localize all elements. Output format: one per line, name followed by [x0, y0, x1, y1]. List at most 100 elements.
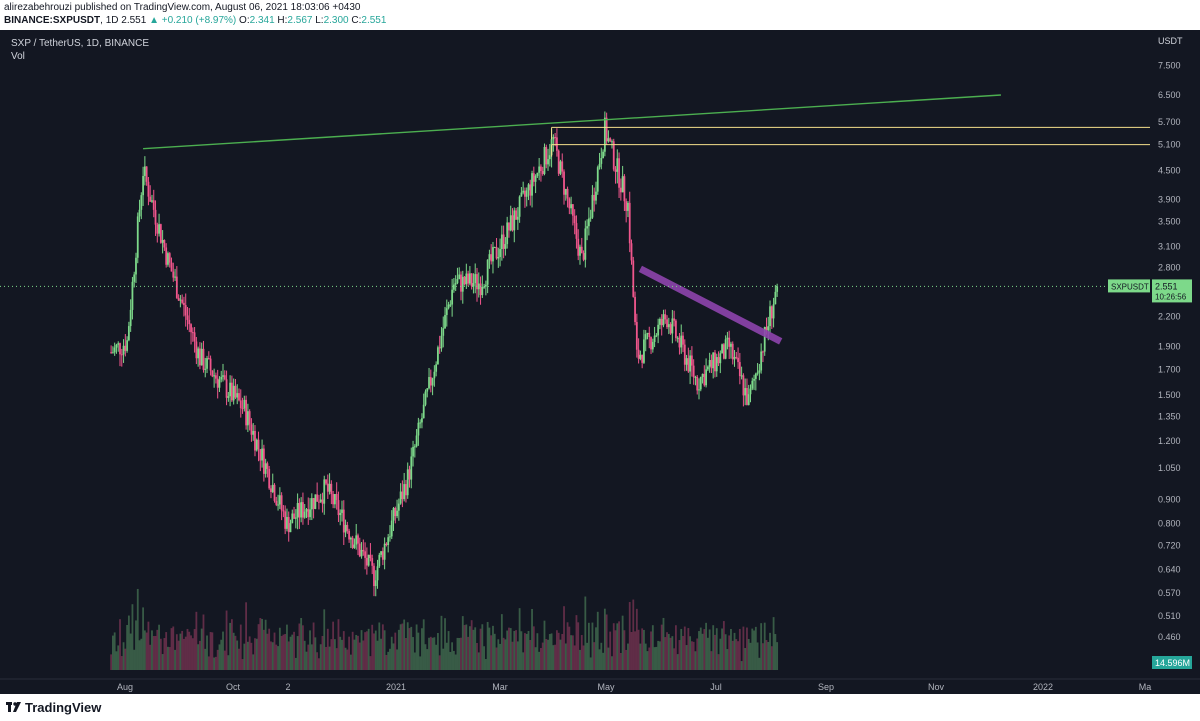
trendline[interactable]: [143, 94, 1001, 150]
price-badge-bg: [1152, 279, 1192, 303]
candle: [161, 230, 164, 254]
candle: [738, 352, 741, 385]
volume-bar: [389, 648, 391, 670]
candle: [181, 294, 184, 305]
volume-bar: [124, 648, 127, 670]
volume-bar: [568, 626, 571, 670]
candle: [286, 508, 288, 532]
series-legend[interactable]: SXP / TetherUS, 1D, BINANCE: [11, 38, 150, 49]
candle: [238, 388, 240, 402]
volume-bar: [628, 602, 631, 670]
volume-bar: [754, 626, 757, 670]
candle: [357, 533, 359, 556]
volume-bar: [651, 625, 654, 670]
volume-bar: [362, 640, 365, 670]
volume-bar: [188, 631, 191, 670]
volume-bar: [461, 616, 464, 670]
candle: [380, 551, 382, 558]
candle: [522, 181, 525, 195]
candle: [754, 372, 757, 391]
candle: [259, 449, 262, 472]
volume-bar: [634, 631, 636, 670]
candle: [275, 496, 278, 507]
volume-bar: [618, 621, 620, 670]
currency-label: USDT: [1158, 36, 1183, 46]
volume-bar: [646, 651, 649, 670]
price-badge: 2.551: [1155, 281, 1178, 291]
volume-bar: [179, 633, 182, 670]
volume-bar: [735, 639, 738, 670]
candle: [138, 199, 141, 223]
candle: [529, 179, 532, 206]
volume-legend[interactable]: Vol: [11, 51, 25, 62]
volume-bar: [113, 632, 116, 670]
price-tick: 2.800: [1158, 262, 1181, 272]
candle: [207, 351, 210, 360]
candle: [252, 423, 255, 441]
volume-bar: [614, 630, 617, 670]
candle: [387, 533, 390, 553]
volume-bar: [154, 635, 157, 670]
volume-bar: [625, 649, 628, 670]
volume-bar: [770, 646, 773, 670]
candle: [619, 178, 622, 201]
candle: [520, 186, 523, 197]
volume-bar: [145, 632, 148, 670]
candle: [428, 367, 430, 390]
candle: [383, 537, 386, 570]
candle: [168, 252, 171, 268]
candle: [538, 158, 541, 181]
volume-bar: [381, 624, 384, 670]
price-tick: 0.640: [1158, 564, 1181, 574]
volume-bar: [122, 642, 125, 670]
volume-bar: [268, 628, 271, 670]
candle: [319, 493, 322, 503]
candle: [706, 365, 709, 372]
price-chart[interactable]: USDT 7.500 6.500 5.700 5.100 4.500 3.900 3.500 3…: [0, 30, 1200, 694]
candle: [577, 229, 580, 261]
volume-bar: [486, 621, 489, 670]
low-label: L:: [315, 15, 324, 26]
volume-bar: [385, 654, 388, 670]
price-axis[interactable]: USDT 7.500 6.500 5.700 5.100 4.500 3.900 3.500 3…: [1150, 30, 1200, 680]
candle: [147, 176, 150, 206]
candle: [397, 498, 400, 521]
volume-bar: [511, 641, 514, 670]
candle: [776, 283, 779, 297]
candle: [339, 509, 342, 526]
candle: [170, 257, 173, 272]
volume-bar: [371, 624, 374, 670]
volume-bar: [218, 644, 221, 670]
volume-bar: [168, 647, 171, 670]
volume-bar: [257, 624, 260, 670]
candle: [172, 262, 175, 282]
candle: [632, 256, 635, 298]
volume-bar: [522, 652, 525, 670]
volume-bar: [326, 628, 329, 670]
candle: [495, 238, 498, 260]
drawings[interactable]: [143, 94, 1150, 345]
candle: [151, 194, 153, 203]
candle: [490, 244, 493, 265]
volume-bar: [282, 634, 285, 670]
volume-bar: [316, 652, 319, 670]
candle: [390, 510, 393, 540]
time-axis[interactable]: Aug Oct 2 2021 Mar May Jul Sep Nov 2022 Ma: [0, 678, 1200, 692]
candle: [571, 203, 574, 226]
volume-bar: [341, 639, 343, 670]
high-value: 2.567: [287, 15, 313, 26]
candle: [234, 378, 237, 400]
candle: [291, 509, 294, 524]
volume-bar: [737, 641, 739, 670]
volume-badge-bg: [1152, 656, 1192, 669]
volume-bar: [717, 654, 720, 670]
volume-bar: [747, 638, 750, 670]
volume-bar: [287, 641, 290, 670]
volume-bar: [701, 633, 704, 670]
volume-bar: [138, 640, 141, 670]
candle: [435, 361, 438, 377]
candle: [481, 275, 484, 298]
candle: [644, 330, 647, 352]
descending-channel[interactable]: [638, 265, 783, 345]
candle: [230, 375, 233, 403]
